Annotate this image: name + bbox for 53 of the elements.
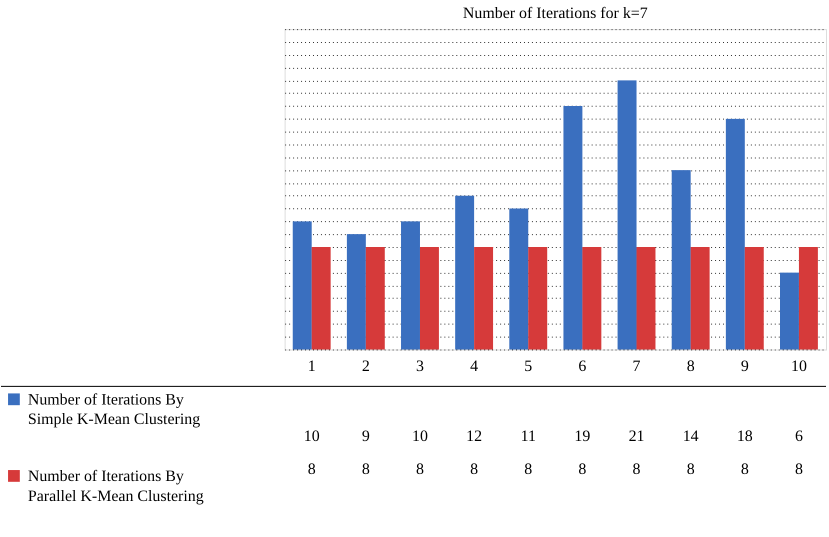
bar: [780, 272, 799, 350]
data-label: 19: [574, 428, 590, 445]
bar: [563, 106, 582, 350]
bar: [528, 246, 548, 350]
bar: [672, 170, 691, 350]
bar: [346, 234, 366, 350]
legend-label: Number of Iterations By Simple K-Mean Clustering: [28, 391, 200, 428]
bar: [509, 208, 528, 350]
data-label: 11: [520, 428, 536, 445]
data-label: 6: [794, 428, 803, 445]
bar: [618, 80, 637, 350]
data-label: 8: [416, 461, 424, 478]
bar: [726, 118, 745, 350]
bar: [455, 196, 474, 350]
bar: [401, 221, 420, 350]
bar: [292, 221, 312, 350]
x-tick-label: 3: [416, 358, 424, 375]
data-label: 12: [466, 428, 482, 445]
x-tick-label: 5: [524, 358, 532, 375]
x-tick-label: 7: [632, 358, 641, 375]
data-label: 8: [686, 461, 695, 478]
data-label: 9: [362, 428, 370, 445]
data-label: 8: [362, 461, 370, 478]
data-label: 8: [632, 461, 641, 478]
legend-label: Number of Iterations By Parallel K-Mean Clustering: [28, 468, 204, 505]
x-tick-label: 6: [578, 358, 586, 375]
bar: [798, 246, 818, 350]
data-label: 18: [736, 428, 753, 445]
data-label: 8: [308, 461, 316, 478]
data-label: 8: [524, 461, 532, 478]
bar: [420, 246, 439, 350]
chart-title: Number of Iterations for k=7: [462, 5, 648, 22]
data-label: 10: [304, 428, 320, 445]
bar: [690, 246, 710, 350]
data-label: 14: [682, 428, 699, 445]
x-tick-label: 9: [740, 358, 749, 375]
data-label: 10: [412, 428, 428, 445]
x-tick-label: 2: [362, 358, 370, 375]
data-label: 8: [740, 461, 749, 478]
bar: [636, 246, 656, 350]
data-label: 8: [470, 461, 478, 478]
data-label: 8: [794, 461, 803, 478]
data-label: 8: [578, 461, 586, 478]
x-tick-label: 10: [790, 358, 807, 375]
x-tick-label: 8: [686, 358, 695, 375]
bar: [744, 246, 764, 350]
bar: [312, 246, 331, 350]
bar: [582, 246, 602, 350]
bar: [474, 246, 494, 350]
data-label: 21: [628, 428, 644, 445]
bar: [366, 246, 385, 350]
x-tick-label: 1: [308, 358, 316, 375]
x-tick-label: 4: [470, 358, 478, 375]
